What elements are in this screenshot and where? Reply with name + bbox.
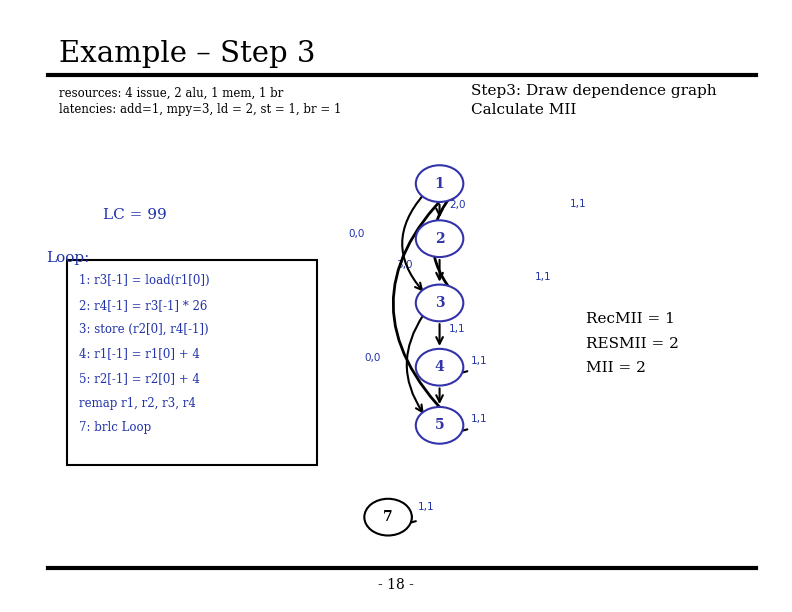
Text: 1,1: 1,1	[570, 198, 587, 209]
Text: remap r1, r2, r3, r4: remap r1, r2, r3, r4	[79, 397, 196, 409]
Text: 5: r2[-1] = r2[0] + 4: 5: r2[-1] = r2[0] + 4	[79, 372, 200, 385]
Text: Loop:: Loop:	[46, 251, 89, 265]
Text: 4: r1[-1] = r1[0] + 4: 4: r1[-1] = r1[0] + 4	[79, 348, 200, 360]
Circle shape	[416, 165, 463, 202]
Text: 1,1: 1,1	[535, 272, 551, 282]
Circle shape	[416, 349, 463, 386]
Text: 1,1: 1,1	[471, 356, 488, 366]
FancyBboxPatch shape	[67, 260, 317, 465]
Text: latencies: add=1, mpy=3, ld = 2, st = 1, br = 1: latencies: add=1, mpy=3, ld = 2, st = 1,…	[59, 103, 342, 116]
Text: MII = 2: MII = 2	[586, 361, 646, 375]
Text: RecMII = 1: RecMII = 1	[586, 312, 675, 326]
Text: 1: r3[-1] = load(r1[0]): 1: r3[-1] = load(r1[0])	[79, 274, 210, 287]
Text: 1,1: 1,1	[418, 502, 435, 512]
Text: Calculate MII: Calculate MII	[471, 103, 577, 117]
Text: 1,1: 1,1	[471, 414, 488, 424]
Circle shape	[416, 220, 463, 257]
Text: 2: r4[-1] = r3[-1] * 26: 2: r4[-1] = r3[-1] * 26	[79, 299, 208, 312]
Circle shape	[416, 407, 463, 444]
Text: Step3: Draw dependence graph: Step3: Draw dependence graph	[471, 84, 717, 99]
Circle shape	[416, 285, 463, 321]
Text: 0,0: 0,0	[348, 229, 365, 239]
Text: 7: 7	[383, 510, 393, 524]
Text: 0,0: 0,0	[364, 353, 381, 363]
Text: RESMII = 2: RESMII = 2	[586, 337, 679, 351]
Text: 7: brlc Loop: 7: brlc Loop	[79, 421, 151, 434]
Text: 3: store (r2[0], r4[-1]): 3: store (r2[0], r4[-1])	[79, 323, 209, 336]
Circle shape	[364, 499, 412, 536]
Text: 5: 5	[435, 419, 444, 432]
Text: resources: 4 issue, 2 alu, 1 mem, 1 br: resources: 4 issue, 2 alu, 1 mem, 1 br	[59, 87, 284, 100]
Text: 4: 4	[435, 360, 444, 374]
Text: LC = 99: LC = 99	[103, 208, 166, 222]
Text: 1,1: 1,1	[449, 324, 466, 334]
Text: 2,0: 2,0	[449, 200, 466, 210]
Text: - 18 -: - 18 -	[378, 578, 414, 592]
Text: 1: 1	[435, 177, 444, 190]
Text: 3: 3	[435, 296, 444, 310]
Text: 3,0: 3,0	[396, 259, 413, 270]
Text: Example – Step 3: Example – Step 3	[59, 40, 316, 68]
Text: 2: 2	[435, 232, 444, 245]
